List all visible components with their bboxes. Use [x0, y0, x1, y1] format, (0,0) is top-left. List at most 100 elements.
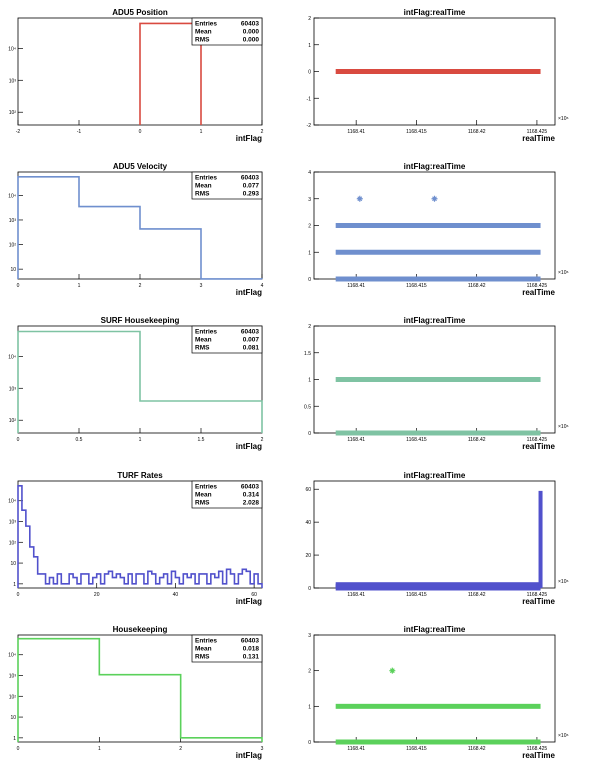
x-tick-label: 1168.41 — [347, 129, 365, 135]
stats-box: Entries 60403 Mean 0.000 RMS 0.000 — [191, 17, 263, 46]
x-tick-label: 1168.41 — [347, 283, 365, 289]
x-tick-label: 3 — [261, 746, 264, 752]
x-tick-label: 1168.415 — [406, 283, 427, 289]
data-band — [335, 69, 541, 74]
histogram-line — [17, 330, 263, 433]
x-tick-label: 0 — [17, 437, 20, 443]
y-tick-label: 10 — [10, 267, 16, 273]
x-tick-label: 0.5 — [76, 437, 83, 443]
x-tick-label: 1168.41 — [347, 592, 365, 598]
stats-mean-label: Mean — [195, 492, 212, 499]
y-tick-label: 10 — [10, 561, 16, 567]
data-band — [335, 223, 541, 228]
x-tick-label: 1168.425 — [527, 129, 548, 135]
stats-rms-value: 0.293 — [243, 191, 260, 198]
stats-mean-value: 0.000 — [243, 29, 260, 36]
plot-frame — [313, 634, 556, 743]
histogram-line — [17, 485, 263, 588]
x-axis-label: intFlag — [236, 288, 262, 297]
x-tick-label: -1 — [77, 129, 82, 135]
chart-title: ADU5 Position — [112, 8, 168, 17]
y-tick-label: 10⁴ — [8, 499, 16, 505]
y-tick-label: 0 — [308, 277, 311, 283]
y-tick-label: 1 — [308, 250, 311, 256]
y-tick-label: 1 — [308, 704, 311, 710]
stats-box: Entries 60403 Mean 0.314 RMS 2.028 — [191, 480, 263, 509]
y-tick-label: 2 — [308, 16, 311, 22]
x-tick-label: 1168.41 — [347, 437, 365, 443]
x-tick-label: 1168.42 — [468, 592, 486, 598]
stats-mean-label: Mean — [195, 646, 212, 653]
histogram-line — [139, 22, 202, 125]
x-tick-label: 1168.425 — [527, 746, 548, 752]
chart-title: Housekeeping — [113, 625, 168, 634]
stats-rms-label: RMS — [195, 345, 210, 352]
x-tick-label: 1168.415 — [406, 592, 427, 598]
stats-rms-value: 2.028 — [243, 500, 260, 507]
chart-title: intFlag:realTime — [404, 471, 466, 480]
x-tick-label: 1168.42 — [468, 437, 486, 443]
stats-rms-label: RMS — [195, 500, 210, 507]
stats-rms-value: 0.131 — [243, 654, 260, 661]
x-axis-label: realTime — [522, 751, 555, 760]
x-tick-label: 1.5 — [198, 437, 205, 443]
x-axis-label: intFlag — [236, 751, 262, 760]
data-point — [431, 195, 438, 202]
x-tick-label: 2 — [179, 746, 182, 752]
stats-box-frame — [191, 171, 263, 200]
data-band — [335, 276, 541, 282]
chart-title: ADU5 Velocity — [113, 162, 168, 171]
y-tick-label: 10⁴ — [8, 46, 16, 52]
x-axis-label: realTime — [522, 134, 555, 143]
stats-entries-label: Entries — [195, 484, 217, 491]
x-axis-label: realTime — [522, 442, 555, 451]
x-axis-label: realTime — [522, 597, 555, 606]
y-tick-label: 10³ — [9, 78, 17, 84]
y-tick-label: 2 — [308, 324, 311, 330]
chart-title: TURF Rates — [117, 471, 163, 480]
x-tick-label: 1168.415 — [406, 746, 427, 752]
x-tick-label: 1168.42 — [468, 129, 486, 135]
x-tick-label: 2 — [139, 283, 142, 289]
x-tick-label: 1 — [139, 437, 142, 443]
stats-mean-value: 0.077 — [243, 183, 260, 190]
y-tick-label: 10⁴ — [8, 354, 16, 360]
y-tick-label: 1.5 — [304, 351, 311, 357]
x-exponent-label: ×10⁶ — [558, 424, 569, 430]
y-tick-label: 0 — [308, 740, 311, 746]
y-tick-label: 4 — [308, 170, 311, 176]
y-tick-label: 60 — [305, 487, 311, 493]
x-tick-label: 1168.42 — [468, 746, 486, 752]
x-exponent-label: ×10⁶ — [558, 579, 569, 585]
data-band — [335, 582, 541, 588]
y-tick-label: 3 — [308, 197, 311, 203]
y-tick-label: 10³ — [9, 386, 17, 392]
stats-rms-label: RMS — [195, 191, 210, 198]
histogram-line — [17, 637, 263, 742]
stats-mean-value: 0.314 — [243, 492, 260, 499]
stats-box: Entries 60403 Mean 0.007 RMS 0.081 — [191, 325, 263, 354]
stats-entries-value: 60403 — [241, 329, 259, 336]
stats-entries-label: Entries — [195, 175, 217, 182]
y-tick-label: 0 — [308, 431, 311, 437]
y-tick-label: 10² — [9, 540, 17, 546]
data-spike — [538, 490, 543, 588]
x-exponent-label: ×10⁶ — [558, 733, 569, 739]
y-tick-label: 20 — [305, 553, 311, 559]
x-axis-label: intFlag — [236, 442, 262, 451]
data-band — [335, 249, 541, 255]
stats-rms-label: RMS — [195, 37, 210, 44]
y-tick-label: 1 — [308, 43, 311, 49]
stats-mean-label: Mean — [195, 29, 212, 36]
chart-title: intFlag:realTime — [404, 625, 466, 634]
x-tick-label: 0 — [17, 746, 20, 752]
y-tick-label: -2 — [307, 123, 312, 129]
stats-entries-label: Entries — [195, 21, 217, 28]
stats-rms-value: 0.081 — [243, 345, 260, 352]
x-axis-label: realTime — [522, 288, 555, 297]
x-axis-label: intFlag — [236, 134, 262, 143]
